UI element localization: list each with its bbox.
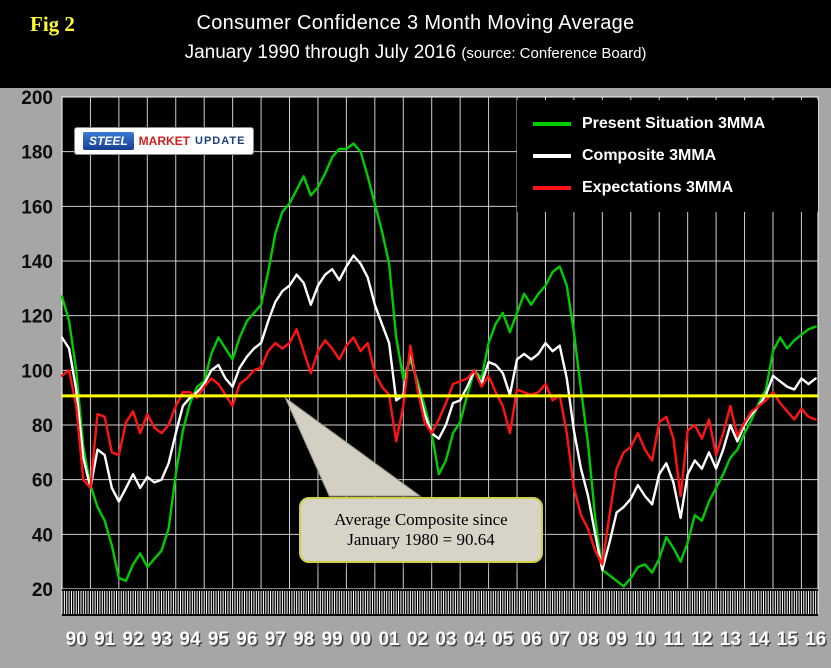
svg-text:94: 94 <box>179 629 201 650</box>
svg-text:00: 00 <box>352 631 373 652</box>
svg-text:16: 16 <box>807 631 828 652</box>
svg-text:07: 07 <box>549 629 570 650</box>
svg-text:03: 03 <box>435 629 456 650</box>
svg-text:92: 92 <box>124 631 145 652</box>
svg-text:95: 95 <box>209 631 231 652</box>
svg-text:10: 10 <box>634 629 655 650</box>
svg-text:60: 60 <box>32 471 53 492</box>
svg-text:03: 03 <box>437 631 458 652</box>
svg-text:95: 95 <box>208 629 230 650</box>
svg-text:09: 09 <box>606 629 627 650</box>
svg-text:08: 08 <box>579 631 600 652</box>
svg-text:140: 140 <box>21 252 53 273</box>
svg-text:94: 94 <box>181 631 203 652</box>
subtitle-range: January 1990 through July 2016 <box>184 42 457 63</box>
svg-text:91: 91 <box>96 631 118 652</box>
logo-steel-word: STEEL <box>83 132 134 150</box>
annotation-line1: Average Composite since <box>334 510 508 529</box>
svg-text:120: 120 <box>21 307 53 328</box>
svg-text:10: 10 <box>636 631 657 652</box>
svg-text:06: 06 <box>521 629 542 650</box>
legend: Present Situation 3MMA Composite 3MMA Ex… <box>517 100 818 212</box>
logo-market-word: MARKET <box>138 134 190 148</box>
svg-text:04: 04 <box>464 629 486 650</box>
svg-text:13: 13 <box>720 629 741 650</box>
svg-text:90: 90 <box>66 629 87 650</box>
svg-text:40: 40 <box>32 525 53 546</box>
svg-text:08: 08 <box>578 629 599 650</box>
chart-header: Fig 2 Consumer Confidence 3 Month Moving… <box>0 0 831 88</box>
svg-text:20: 20 <box>32 580 53 601</box>
svg-text:92: 92 <box>123 629 144 650</box>
svg-text:97: 97 <box>265 629 286 650</box>
svg-text:11: 11 <box>663 629 684 650</box>
svg-text:02: 02 <box>407 629 428 650</box>
svg-text:05: 05 <box>492 629 514 650</box>
svg-text:04: 04 <box>465 631 487 652</box>
svg-text:96: 96 <box>236 629 257 650</box>
svg-text:98: 98 <box>295 631 316 652</box>
svg-text:93: 93 <box>152 631 173 652</box>
svg-text:13: 13 <box>721 631 742 652</box>
svg-text:98: 98 <box>293 629 314 650</box>
legend-item-composite: Composite 3MMA <box>533 147 818 165</box>
figure-label: Fig 2 <box>30 12 75 36</box>
svg-text:16: 16 <box>805 629 826 650</box>
composite-line-swatch <box>533 154 571 158</box>
svg-text:99: 99 <box>323 631 344 652</box>
subtitle-source: (source: Conference Board) <box>461 45 647 62</box>
average-annotation: Average Composite since January 1980 = 9… <box>299 497 543 563</box>
svg-text:14: 14 <box>750 631 772 652</box>
svg-text:00: 00 <box>350 629 371 650</box>
svg-text:93: 93 <box>151 629 172 650</box>
logo-update-word: UPDATE <box>195 135 246 147</box>
svg-text:99: 99 <box>322 629 343 650</box>
legend-item-expectations: Expectations 3MMA <box>533 179 818 197</box>
svg-text:160: 160 <box>21 197 53 218</box>
annotation-line2: January 1980 = 90.64 <box>347 530 495 549</box>
svg-text:12: 12 <box>691 629 712 650</box>
svg-text:90: 90 <box>67 631 88 652</box>
svg-text:91: 91 <box>94 629 116 650</box>
legend-label: Present Situation 3MMA <box>582 115 766 132</box>
legend-item-present-situation: Present Situation 3MMA <box>533 115 818 133</box>
present-situation-line-swatch <box>533 122 571 126</box>
svg-text:02: 02 <box>408 631 429 652</box>
svg-text:05: 05 <box>494 631 516 652</box>
legend-label: Expectations 3MMA <box>582 179 734 196</box>
title-block: Consumer Confidence 3 Month Moving Avera… <box>0 12 831 64</box>
svg-text:07: 07 <box>551 631 572 652</box>
svg-text:09: 09 <box>607 631 628 652</box>
svg-text:12: 12 <box>693 631 714 652</box>
svg-text:180: 180 <box>21 143 53 164</box>
svg-text:200: 200 <box>21 88 53 109</box>
svg-text:15: 15 <box>777 629 799 650</box>
svg-text:80: 80 <box>32 416 53 437</box>
chart-subtitle: January 1990 through July 2016 (source: … <box>0 42 831 64</box>
svg-text:01: 01 <box>378 629 400 650</box>
expectations-line-swatch <box>533 186 571 190</box>
chart-title: Consumer Confidence 3 Month Moving Avera… <box>196 12 635 34</box>
svg-text:96: 96 <box>238 631 259 652</box>
steel-market-update-logo: STEEL MARKET UPDATE <box>74 127 255 155</box>
svg-text:11: 11 <box>665 631 686 652</box>
legend-label: Composite 3MMA <box>582 147 717 164</box>
svg-text:100: 100 <box>21 361 53 382</box>
svg-text:06: 06 <box>522 631 543 652</box>
svg-text:01: 01 <box>380 631 402 652</box>
svg-text:97: 97 <box>266 631 287 652</box>
svg-text:14: 14 <box>748 629 770 650</box>
svg-text:15: 15 <box>778 631 800 652</box>
